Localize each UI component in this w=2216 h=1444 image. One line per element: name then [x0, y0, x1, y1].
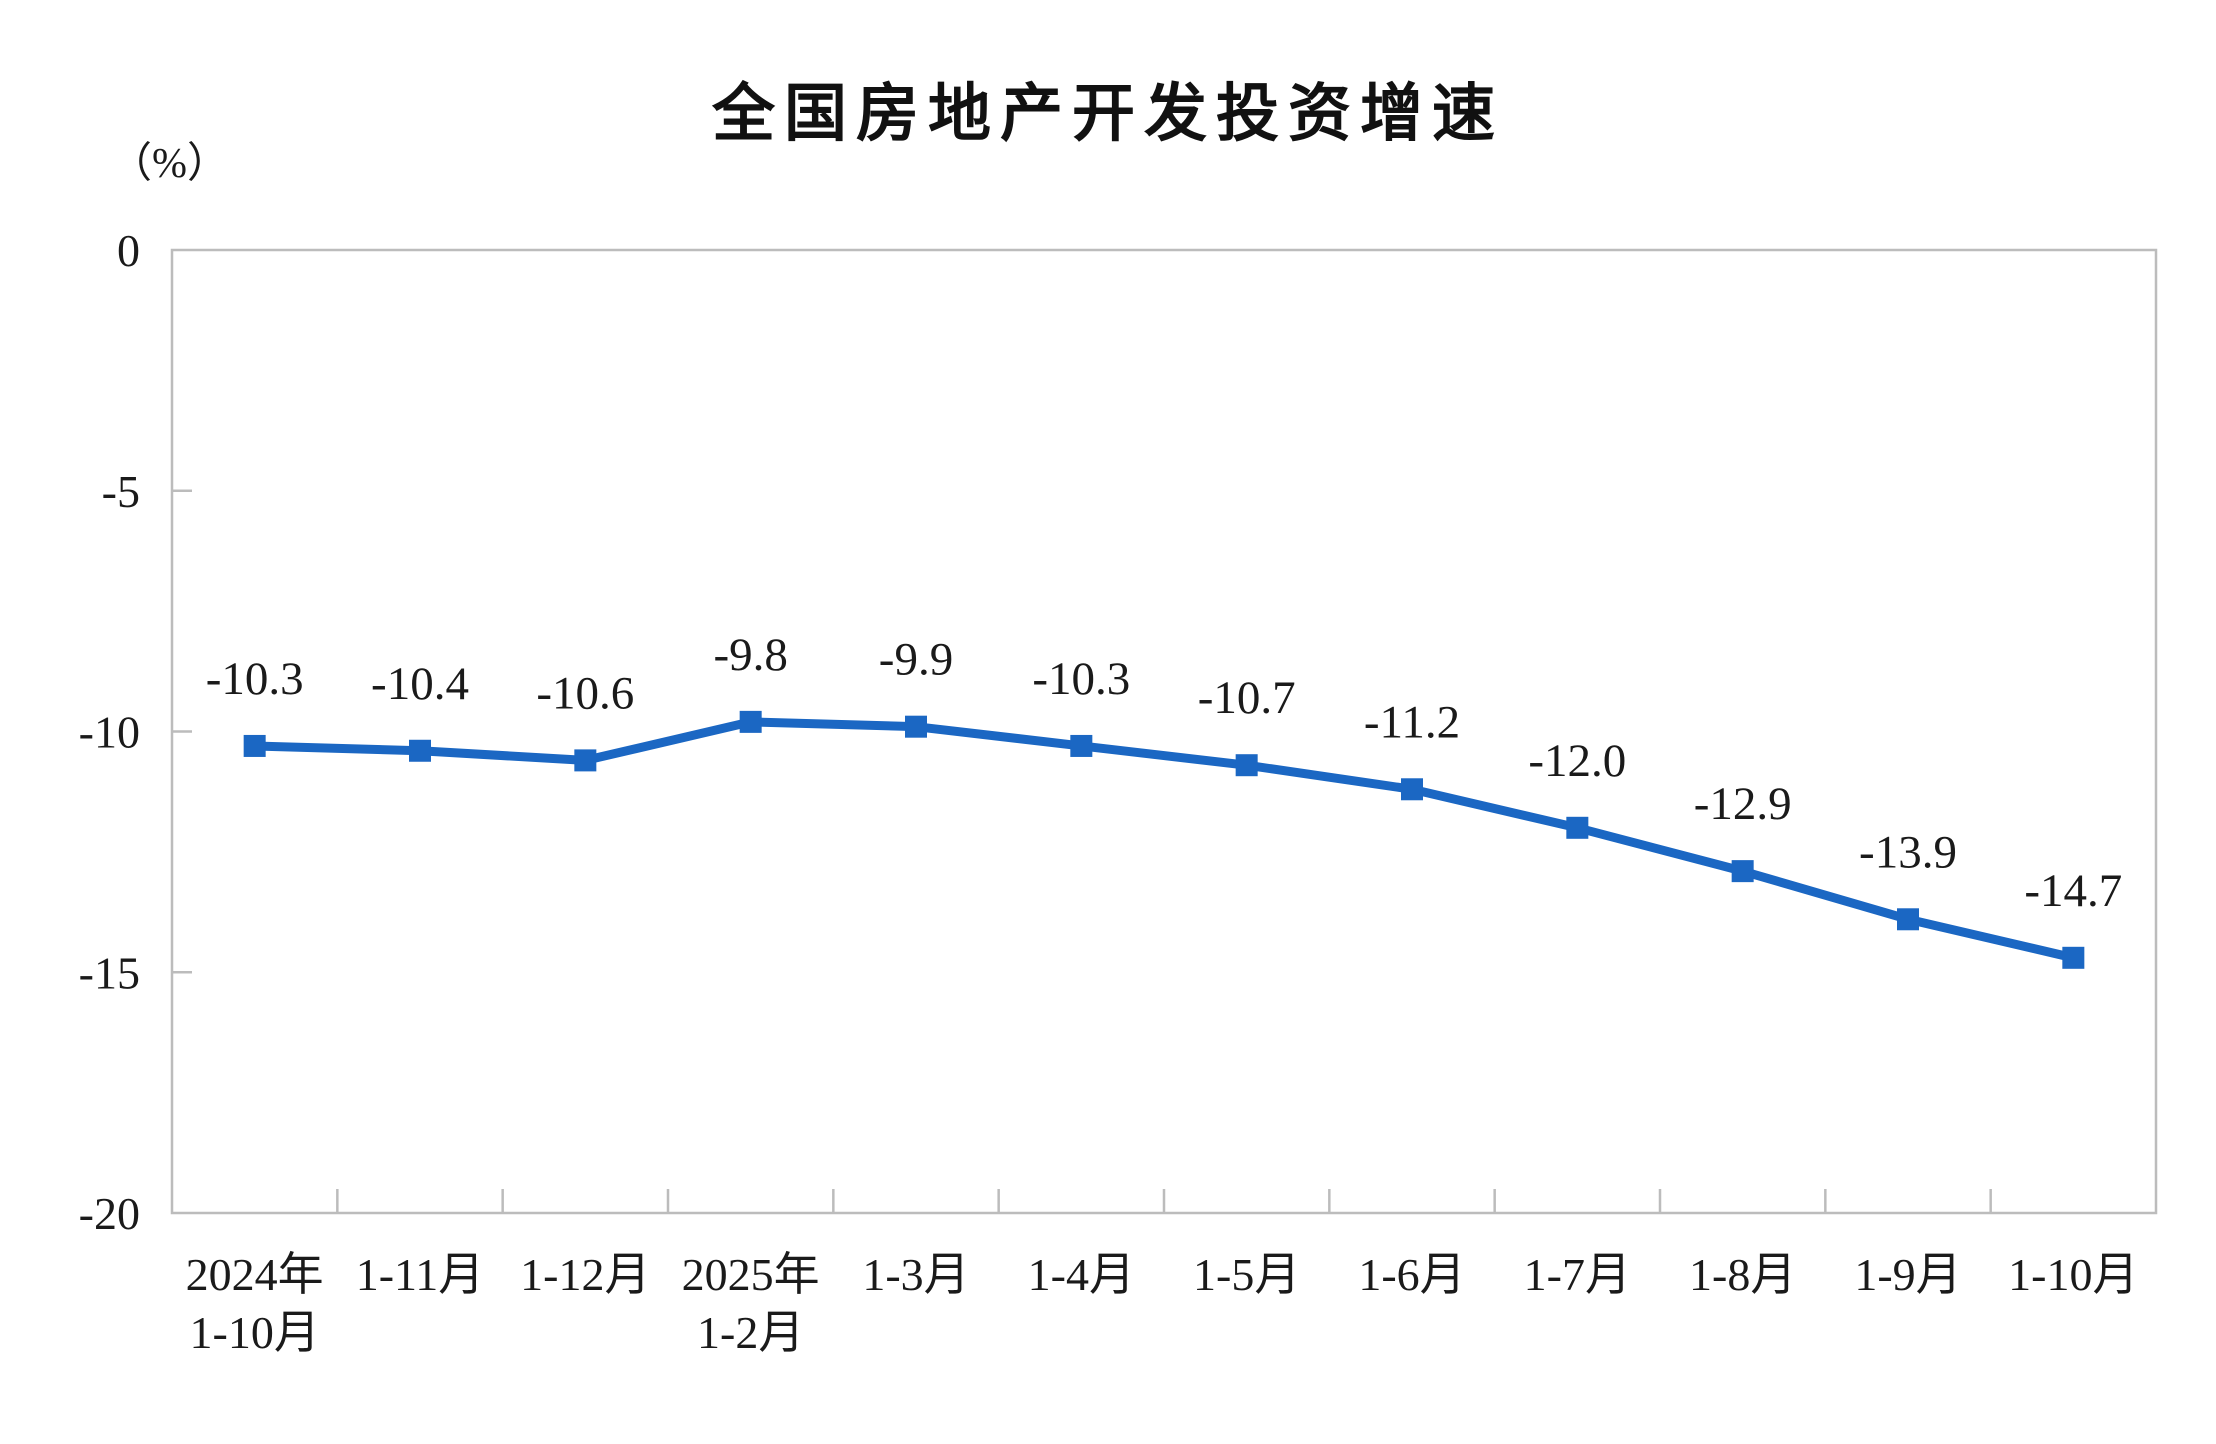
x-axis-tick-label: 1-4月 — [1028, 1249, 1135, 1300]
data-point-label: -13.9 — [1859, 826, 1957, 878]
x-axis-tick-label: 1-11月 — [356, 1249, 485, 1300]
data-point-label: -10.3 — [1032, 653, 1130, 705]
data-point-label: -12.0 — [1528, 735, 1626, 787]
data-point-marker — [1070, 734, 1093, 757]
y-axis-tick-label: -15 — [79, 947, 140, 998]
y-axis-tick-label: -10 — [79, 707, 140, 758]
x-axis-tick-label: 1-12月 — [520, 1249, 650, 1300]
y-axis-tick-label: -5 — [102, 466, 140, 517]
plot-border — [170, 248, 2158, 1215]
data-point-marker — [409, 739, 431, 762]
data-point-marker — [574, 749, 597, 772]
x-axis-tick-label: 1-6月 — [1358, 1249, 1465, 1300]
data-point-marker — [905, 715, 927, 738]
data-point-marker — [1235, 754, 1258, 777]
x-axis-tick-label: 1-5月 — [1193, 1249, 1300, 1300]
data-point-marker — [1401, 778, 1423, 801]
data-point-label: -9.9 — [879, 634, 953, 686]
x-axis-tick-label: 1-10月 — [2008, 1249, 2138, 1300]
chart-title: 全国房地产开发投资增速 — [712, 77, 1504, 150]
x-axis-tick-label: 1-2月 — [697, 1307, 804, 1358]
data-point-marker — [2062, 946, 2085, 969]
x-axis-tick-label: 1-10月 — [190, 1307, 320, 1358]
x-axis-tick-label: 2025年 — [682, 1249, 820, 1300]
y-axis-tick-label: -20 — [79, 1188, 140, 1239]
x-axis-tick-label: 1-3月 — [862, 1249, 969, 1300]
y-axis-tick-label: 0 — [117, 225, 140, 276]
data-point-marker — [1897, 908, 1919, 931]
data-point-marker — [1566, 816, 1589, 839]
x-axis-tick-label: 1-8月 — [1689, 1249, 1796, 1300]
data-point-label: -10.7 — [1198, 672, 1296, 724]
data-point-marker — [243, 734, 266, 757]
data-point-label: -10.3 — [206, 653, 304, 705]
data-point-label: -14.7 — [2024, 865, 2122, 917]
data-point-marker — [739, 710, 762, 733]
data-point-label: -9.8 — [713, 629, 787, 681]
data-point-label: -12.9 — [1694, 778, 1792, 830]
trend-line — [254, 717, 2075, 963]
data-point-label: -10.4 — [371, 658, 469, 710]
x-axis-tick-label: 2024年 — [186, 1249, 324, 1300]
data-point-marker — [1731, 860, 1754, 883]
y-axis-unit-label: （%） — [110, 141, 229, 187]
x-axis-tick-label: 1-7月 — [1524, 1249, 1631, 1300]
data-point-label: -10.6 — [536, 667, 634, 719]
x-axis-tick-label: 1-9月 — [1854, 1249, 1961, 1300]
data-point-label: -11.2 — [1364, 696, 1460, 748]
